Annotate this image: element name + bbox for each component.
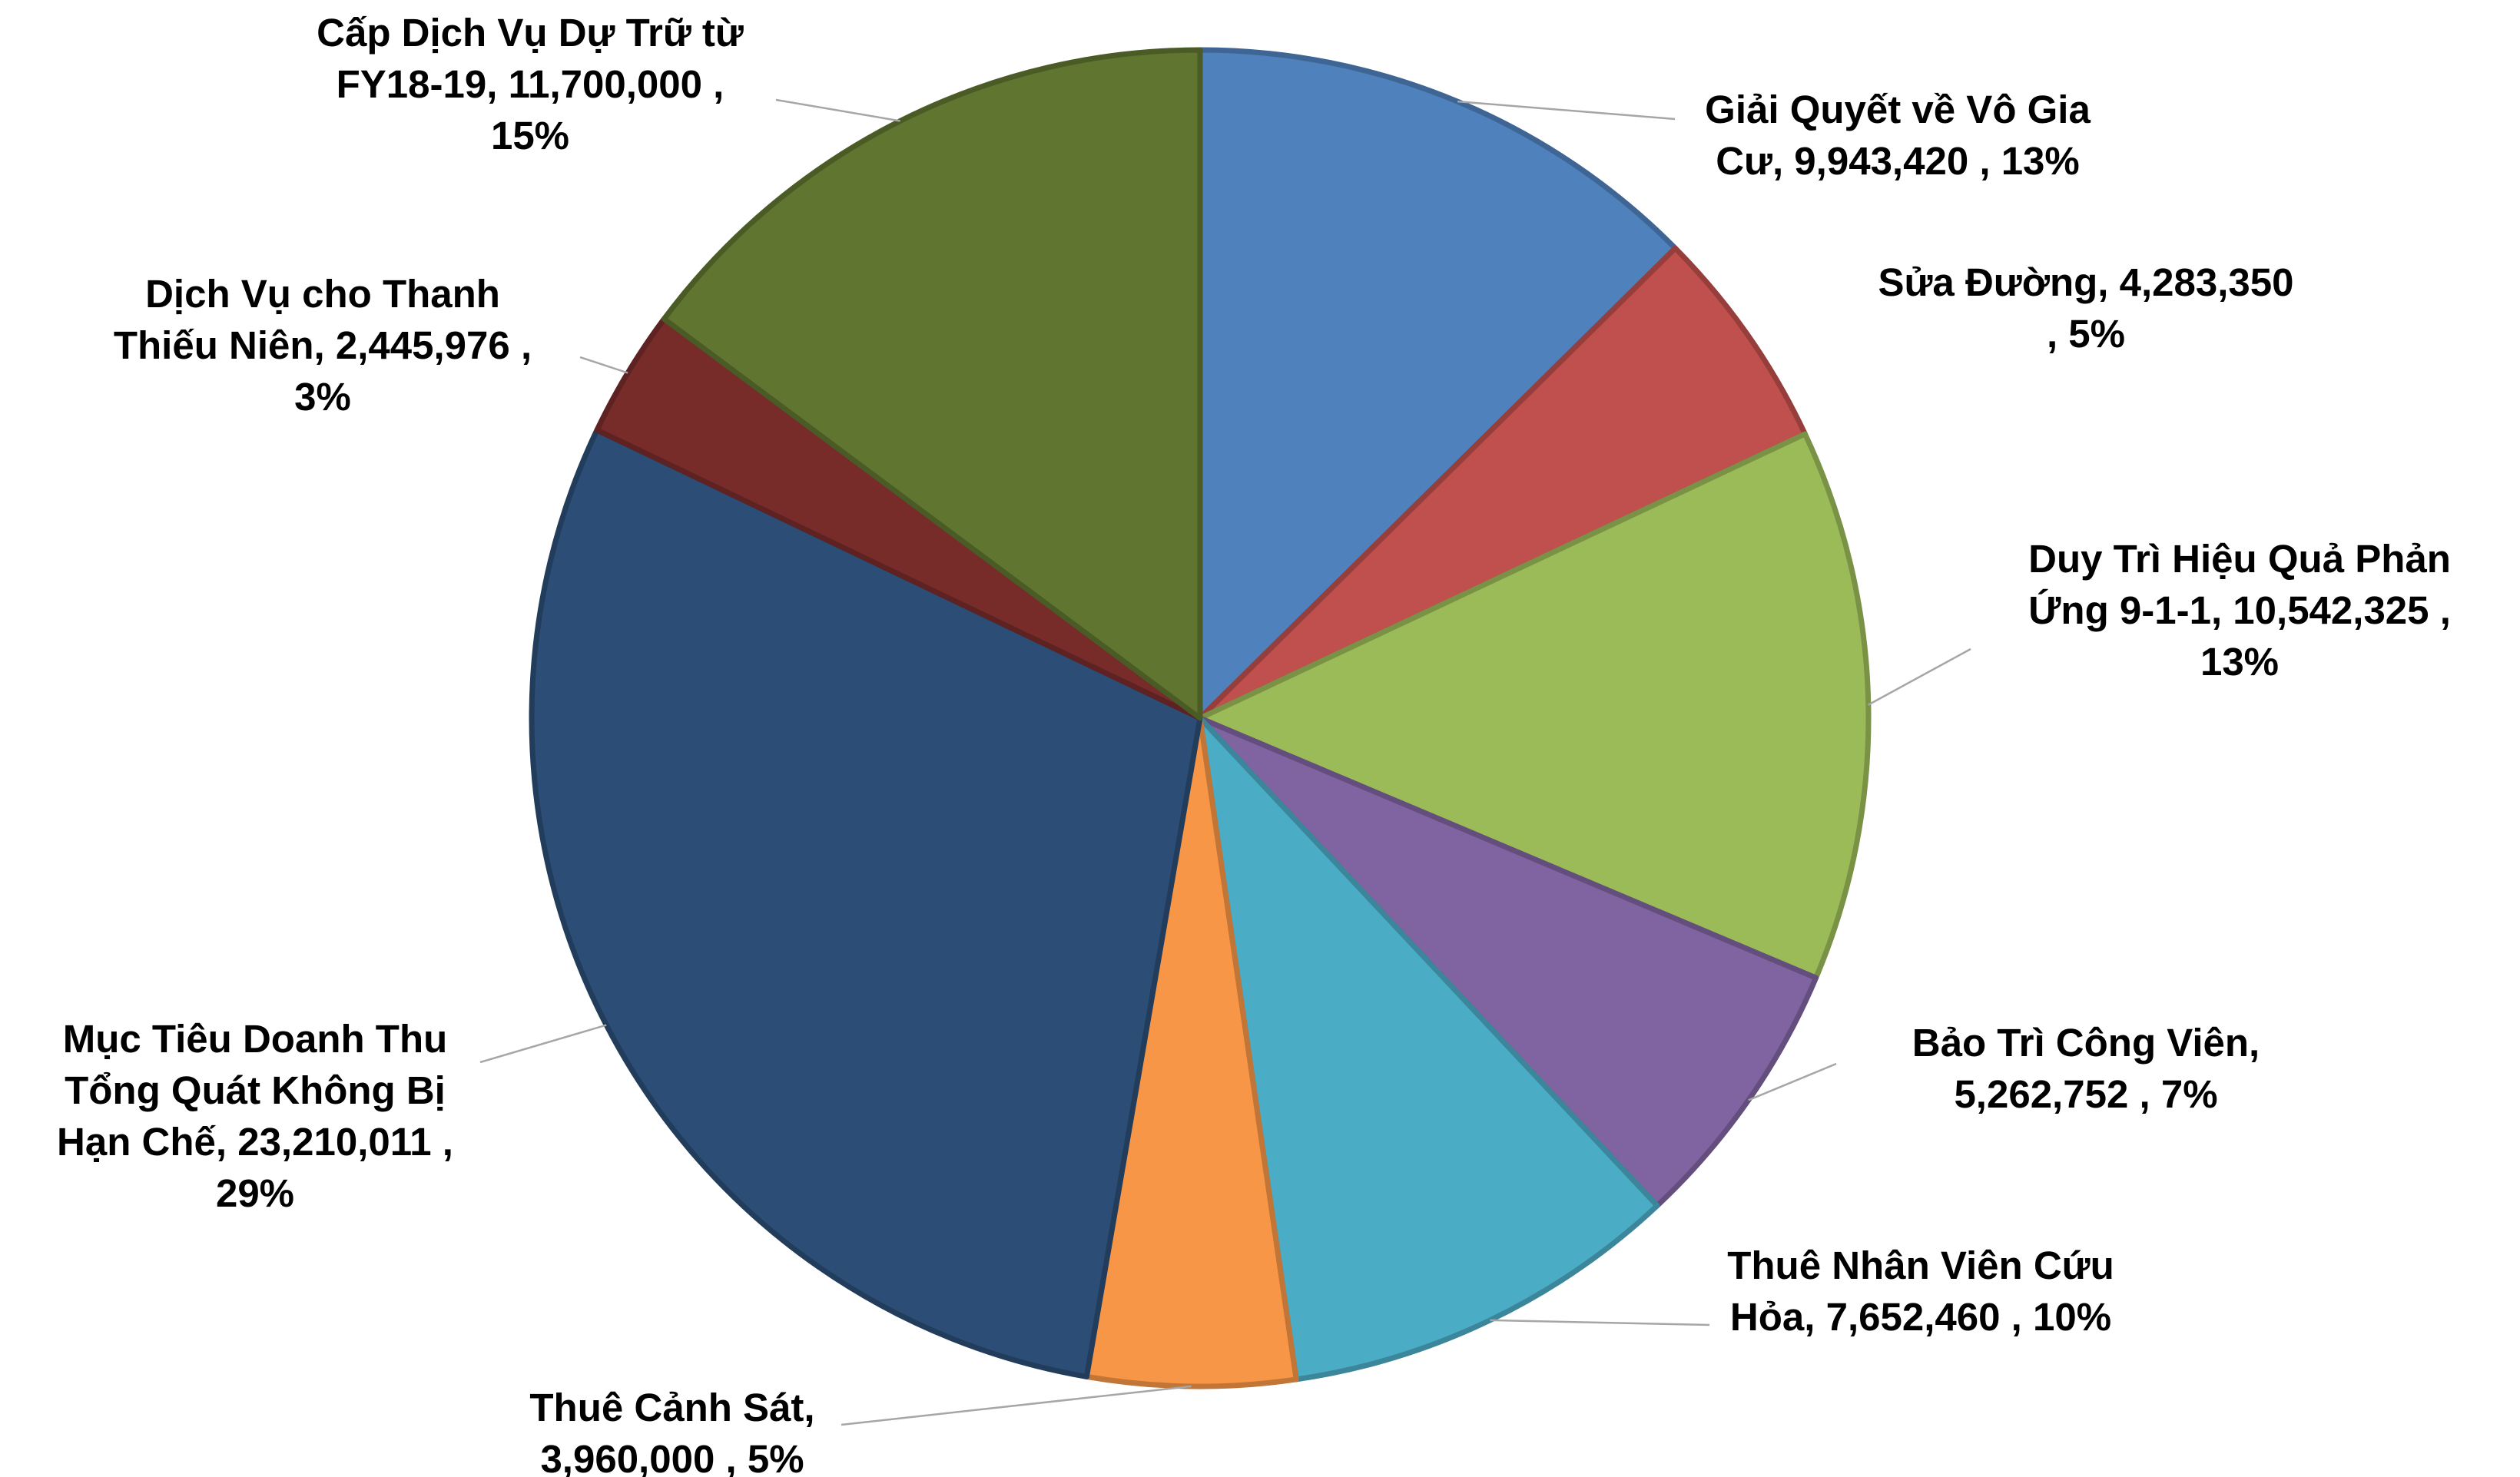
slice-label-line: 29% [216, 1171, 294, 1215]
slice-label-line: Cấp Dịch Vụ Dự Trữ từ [317, 11, 744, 55]
slice-label: Thuê Nhân Viên Cứu Hỏa, 7,652,460 , 10% [1727, 1244, 2114, 1339]
slice-label-line: Mục Tiêu Doanh Thu [63, 1017, 448, 1061]
slice-label: Sửa Đường, 4,283,350 , 5% [1878, 260, 2293, 356]
slice-label: Dịch Vụ cho Thanh Thiếu Niên, 2,445,976 ,… [114, 272, 532, 419]
leader-line [1748, 1062, 1837, 1101]
slice-label-line: Thiếu Niên, 2,445,976 , [114, 323, 532, 367]
slice-label-line: Duy Trì Hiệu Quả Phản [2028, 537, 2451, 581]
slice-label-line: Bảo Trì Công Viên, [1912, 1021, 2260, 1065]
slice-label-line: Thuê Nhân Viên Cứu [1727, 1244, 2114, 1287]
slice-label-line: Dịch Vụ cho Thanh [145, 272, 500, 316]
leader-line [841, 1385, 1192, 1426]
slice-label: Cấp Dịch Vụ Dự Trữ từ FY18-19, 11,700,000… [317, 11, 744, 157]
slice-label: Mục Tiêu Doanh Thu Tổng Quát Không Bị Hạn … [57, 1017, 453, 1215]
pie-slice [529, 427, 1203, 1379]
slice-label-line: 3,960,000 , 5% [540, 1437, 804, 1477]
slice-label-line: 5,262,752 , 7% [1954, 1072, 2217, 1116]
slice-label-line: Hỏa, 7,652,460 , 10% [1730, 1295, 2111, 1339]
leader-line [1490, 1319, 1710, 1326]
slice-label-line: 3% [294, 375, 351, 419]
pie-slice [1197, 245, 1808, 721]
slice-label-line: Tổng Quát Không Bị [65, 1068, 446, 1112]
slice-label-line: Cư, 9,943,420 , 13% [1716, 139, 2080, 183]
leader-line [579, 356, 628, 374]
pie-slice [661, 47, 1203, 721]
slice-label: Giải Quyết về Vô Gia Cư, 9,943,420 , 13% [1705, 88, 2091, 183]
slice-label-line: Thuê Cảnh Sát, [529, 1386, 814, 1429]
slice-label-line: Hạn Chế, 23,210,011 , [57, 1120, 453, 1164]
leader-line [479, 1024, 607, 1064]
slice-label: Bảo Trì Công Viên, 5,262,752 , 7% [1912, 1021, 2260, 1116]
leader-lines-layer [479, 98, 1971, 1426]
slice-label-line: , 5% [2047, 312, 2125, 356]
leader-line [1457, 100, 1676, 121]
slice-label: Duy Trì Hiệu Quả Phản Ứng 9-1-1, 10,542,3… [2028, 537, 2451, 684]
slice-label-line: Giải Quyết về Vô Gia [1705, 88, 2091, 131]
pie-slice [1083, 715, 1299, 1389]
slice-label-line: FY18-19, 11,700,000 , [337, 62, 724, 106]
slices-layer [529, 47, 1872, 1389]
labels-layer: Giải Quyết về Vô Gia Cư, 9,943,420 , 13% S… [57, 11, 2451, 1477]
slice-label-line: 15% [491, 114, 569, 157]
slice-label-line: 13% [2200, 640, 2279, 684]
slice-label-line: Ứng 9-1-1, 10,542,325 , [2028, 588, 2451, 632]
leader-line [775, 98, 900, 122]
pie-slice [1197, 715, 1819, 1209]
leader-line [1868, 647, 1971, 706]
slice-label-line: Sửa Đường, 4,283,350 [1878, 260, 2293, 304]
slice-label: Thuê Cảnh Sát, 3,960,000 , 5% [529, 1386, 814, 1477]
